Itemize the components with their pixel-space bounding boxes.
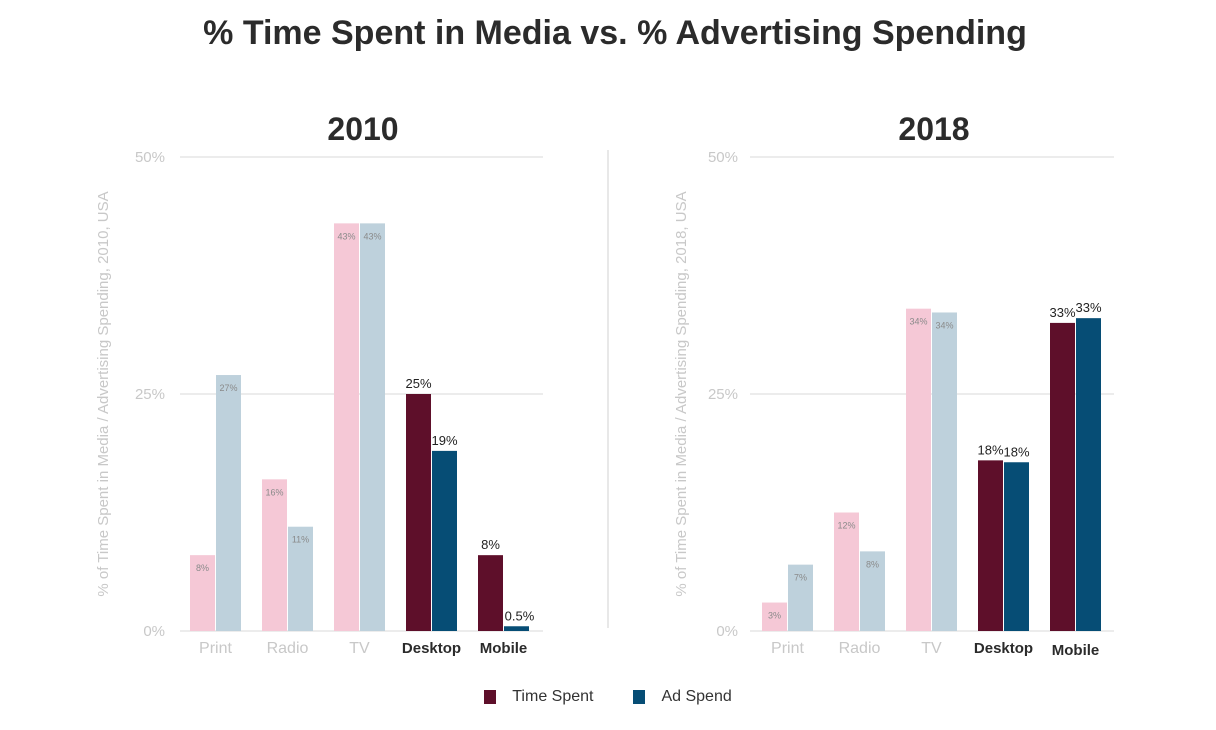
bar-2010-desktop-ad-spend (432, 450, 457, 631)
bar-2018-mobile-time-spent (1050, 322, 1075, 631)
category-label-2010-print: Print (199, 640, 232, 657)
data-label-2010-tv-ad-spend: 43% (363, 231, 381, 241)
bar-2010-radio-time-spent (262, 479, 287, 631)
bar-2010-print-ad-spend (216, 375, 241, 631)
legend-label-ad-spend: Ad Spend (661, 688, 732, 705)
category-label-2018-print: Print (771, 640, 804, 657)
data-label-2018-tv-ad-spend: 34% (935, 320, 953, 330)
category-label-2010-tv: TV (349, 640, 370, 657)
data-label-2018-mobile-ad-spend: 33% (1075, 300, 1101, 315)
category-label-2018-radio: Radio (839, 640, 881, 657)
y-tick-label-2010-0: 0% (143, 623, 165, 640)
category-label-2010-radio: Radio (267, 640, 309, 657)
bar-2010-tv-time-spent (334, 223, 359, 632)
data-label-2018-tv-time-spent: 34% (909, 317, 927, 327)
panel-title-2010: 2010 (327, 111, 398, 147)
data-label-2018-radio-time-spent: 12% (837, 521, 855, 531)
category-label-2018-tv: TV (921, 640, 942, 657)
category-label-2018-mobile: Mobile (1052, 642, 1100, 659)
data-label-2010-desktop-time-spent: 25% (405, 376, 431, 391)
y-axis-label-2010: % of Time Spent in Media / Advertising S… (95, 191, 112, 596)
data-label-2018-desktop-ad-spend: 18% (1003, 444, 1029, 459)
data-label-2018-radio-ad-spend: 8% (866, 559, 879, 569)
y-tick-label-2010-1: 25% (135, 386, 165, 403)
category-label-2010-mobile: Mobile (480, 640, 528, 657)
data-label-2010-radio-time-spent: 16% (265, 487, 283, 497)
y-tick-label-2018-0: 0% (716, 623, 738, 640)
y-axis-label-2018: % of Time Spent in Media / Advertising S… (673, 191, 690, 596)
legend-item-ad-spend[interactable]: Ad Spend (633, 688, 732, 706)
main-title: % Time Spent in Media vs. % Advertising … (203, 14, 1027, 52)
y-tick-label-2018-2: 50% (708, 149, 738, 166)
bar-2018-radio-time-spent (834, 512, 859, 631)
bar-2010-mobile-time-spent (478, 555, 503, 631)
bar-2010-desktop-time-spent (406, 394, 431, 631)
legend-swatch-time-spent (484, 690, 497, 704)
bar-2018-print-time-spent (762, 602, 787, 631)
data-label-2018-print-ad-spend: 7% (794, 573, 807, 583)
data-label-2010-print-ad-spend: 27% (219, 383, 237, 393)
bar-2010-mobile-ad-spend (504, 626, 529, 631)
data-label-2010-tv-time-spent: 43% (337, 231, 355, 241)
bar-2018-tv-time-spent (906, 308, 931, 631)
category-label-2010-desktop: Desktop (402, 640, 461, 657)
bar-2018-print-ad-spend (788, 564, 813, 631)
bar-2010-print-time-spent (190, 555, 215, 631)
bar-2018-mobile-ad-spend (1076, 318, 1101, 631)
bar-2018-desktop-ad-spend (1004, 462, 1029, 631)
legend-label-time-spent: Time Spent (512, 688, 594, 705)
y-tick-label-2018-1: 25% (708, 386, 738, 403)
panel-title-2018: 2018 (898, 111, 969, 147)
data-label-2010-print-time-spent: 8% (196, 563, 209, 573)
bar-2010-tv-ad-spend (360, 223, 385, 632)
bar-2018-tv-ad-spend (932, 312, 957, 631)
data-label-2018-print-time-spent: 3% (768, 611, 781, 621)
data-label-2018-desktop-time-spent: 18% (977, 442, 1003, 457)
data-label-2010-mobile-time-spent: 8% (481, 537, 500, 552)
legend: Time Spent Ad Spend (0, 688, 1216, 706)
data-label-2010-desktop-ad-spend: 19% (431, 433, 457, 448)
data-label-2010-mobile-ad-spend: 0.5% (505, 608, 535, 623)
y-tick-label-2010-2: 50% (135, 149, 165, 166)
legend-swatch-ad-spend (633, 690, 646, 704)
data-label-2018-mobile-time-spent: 33% (1049, 305, 1075, 320)
legend-item-time-spent[interactable]: Time Spent (484, 688, 593, 706)
bar-2018-desktop-time-spent (978, 460, 1003, 631)
bar-2010-radio-ad-spend (288, 526, 313, 631)
data-label-2010-radio-ad-spend: 11% (292, 535, 309, 545)
bar-2018-radio-ad-spend (860, 551, 885, 631)
category-label-2018-desktop: Desktop (974, 640, 1033, 657)
